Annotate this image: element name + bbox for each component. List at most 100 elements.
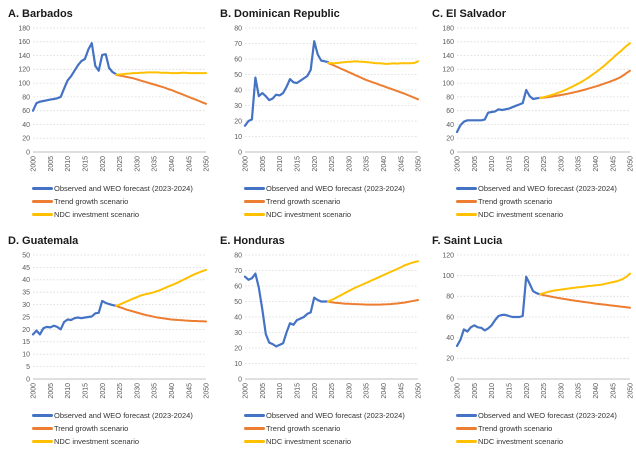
svg-text:2020: 2020	[524, 383, 531, 399]
svg-text:45: 45	[22, 265, 30, 272]
svg-text:40: 40	[234, 87, 242, 94]
panel-honduras: E. Honduras 0 10 20 30 40 50 60 70 80 2000 2005 201…	[212, 229, 424, 456]
panel-barbados: A. Barbados 0 20 40 60 80 100 120 140 160 180 2000…	[0, 2, 212, 229]
svg-text:2035: 2035	[152, 383, 159, 399]
ndc-series-line-icon	[32, 213, 53, 216]
svg-text:80: 80	[234, 252, 242, 259]
svg-text:2025: 2025	[329, 383, 336, 399]
legend-item-ndc: NDC investment scenario	[32, 435, 212, 448]
legend-item-trend: Trend growth scenario	[32, 195, 212, 208]
svg-text:2050: 2050	[416, 383, 423, 399]
svg-text:100: 100	[18, 81, 30, 88]
panel-title: B. Dominican Republic	[220, 8, 340, 20]
svg-text:2020: 2020	[312, 156, 319, 172]
svg-text:2045: 2045	[186, 383, 193, 399]
legend-item-ndc: NDC investment scenario	[244, 435, 424, 448]
svg-text:100: 100	[442, 81, 454, 88]
svg-text:2000: 2000	[455, 383, 462, 399]
legend-item-observed: Observed and WEO forecast (2023-2024)	[244, 182, 424, 195]
svg-text:120: 120	[18, 67, 30, 74]
panel-dominican-republic: B. Dominican Republic 0 10 20 30 40 50 60 70 80 2…	[212, 2, 424, 229]
legend-item-ndc: NDC investment scenario	[456, 208, 636, 221]
svg-text:2010: 2010	[65, 383, 72, 399]
legend: Observed and WEO forecast (2023-2024) Tr…	[32, 409, 212, 448]
svg-text:0: 0	[450, 149, 454, 156]
svg-text:2015: 2015	[507, 156, 514, 172]
svg-text:140: 140	[442, 53, 454, 60]
svg-text:50: 50	[234, 299, 242, 306]
svg-text:30: 30	[234, 103, 242, 110]
svg-text:30: 30	[234, 330, 242, 337]
svg-text:40: 40	[446, 335, 454, 342]
observed-series-line-icon	[244, 187, 265, 190]
svg-text:2005: 2005	[260, 383, 267, 399]
svg-text:2040: 2040	[169, 156, 176, 172]
svg-text:20: 20	[234, 345, 242, 352]
svg-text:2010: 2010	[489, 383, 496, 399]
ndc-series-line-icon	[456, 440, 477, 443]
panel-saint-lucia: F. Saint Lucia 0 20 40 60 80 100 120 2000 2005 20…	[424, 229, 636, 456]
svg-text:10: 10	[234, 361, 242, 368]
svg-text:60: 60	[234, 283, 242, 290]
svg-text:2030: 2030	[558, 383, 565, 399]
svg-text:2035: 2035	[576, 383, 583, 399]
svg-text:2020: 2020	[100, 383, 107, 399]
svg-text:2045: 2045	[398, 156, 405, 172]
legend-label: Trend growth scenario	[478, 424, 553, 433]
legend-label: Observed and WEO forecast (2023-2024)	[54, 184, 193, 193]
legend: Observed and WEO forecast (2023-2024) Tr…	[244, 409, 424, 448]
observed-series-line-icon	[32, 414, 53, 417]
svg-text:2040: 2040	[593, 383, 600, 399]
svg-text:100: 100	[442, 273, 454, 280]
svg-text:2035: 2035	[152, 156, 159, 172]
svg-text:2050: 2050	[204, 383, 211, 399]
svg-text:15: 15	[22, 339, 30, 346]
svg-text:2020: 2020	[524, 156, 531, 172]
svg-text:2015: 2015	[295, 156, 302, 172]
legend-item-trend: Trend growth scenario	[244, 422, 424, 435]
svg-text:60: 60	[446, 314, 454, 321]
svg-text:2005: 2005	[48, 383, 55, 399]
legend-item-ndc: NDC investment scenario	[456, 435, 636, 448]
svg-text:2025: 2025	[117, 383, 124, 399]
svg-text:60: 60	[22, 108, 30, 115]
svg-text:160: 160	[442, 39, 454, 46]
panel-title: A. Barbados	[8, 8, 73, 20]
svg-text:2025: 2025	[541, 383, 548, 399]
svg-text:2030: 2030	[134, 383, 141, 399]
legend-label: NDC investment scenario	[266, 437, 352, 446]
svg-text:2040: 2040	[169, 383, 176, 399]
legend-label: NDC investment scenario	[266, 210, 352, 219]
legend-label: NDC investment scenario	[54, 210, 140, 219]
svg-text:5: 5	[26, 364, 30, 371]
svg-text:2020: 2020	[312, 383, 319, 399]
svg-text:40: 40	[446, 122, 454, 129]
svg-text:20: 20	[446, 356, 454, 363]
legend-item-ndc: NDC investment scenario	[244, 208, 424, 221]
svg-text:20: 20	[22, 327, 30, 334]
legend-item-observed: Observed and WEO forecast (2023-2024)	[32, 182, 212, 195]
svg-text:2040: 2040	[593, 156, 600, 172]
panel-title: C. El Salvador	[432, 8, 506, 20]
svg-text:40: 40	[234, 314, 242, 321]
legend: Observed and WEO forecast (2023-2024) Tr…	[456, 182, 636, 221]
trend-series-line-icon	[32, 200, 53, 203]
trend-series-line-icon	[32, 427, 53, 430]
svg-text:2035: 2035	[364, 383, 371, 399]
legend-label: Trend growth scenario	[54, 424, 129, 433]
legend-item-ndc: NDC investment scenario	[32, 208, 212, 221]
panel-title: F. Saint Lucia	[432, 235, 503, 247]
svg-text:0: 0	[26, 376, 30, 383]
svg-text:160: 160	[18, 39, 30, 46]
legend-item-observed: Observed and WEO forecast (2023-2024)	[32, 409, 212, 422]
svg-text:70: 70	[234, 41, 242, 48]
svg-text:2000: 2000	[31, 383, 38, 399]
svg-text:2025: 2025	[541, 156, 548, 172]
svg-text:2045: 2045	[610, 383, 617, 399]
svg-text:2050: 2050	[204, 156, 211, 172]
legend-label: Trend growth scenario	[266, 197, 341, 206]
